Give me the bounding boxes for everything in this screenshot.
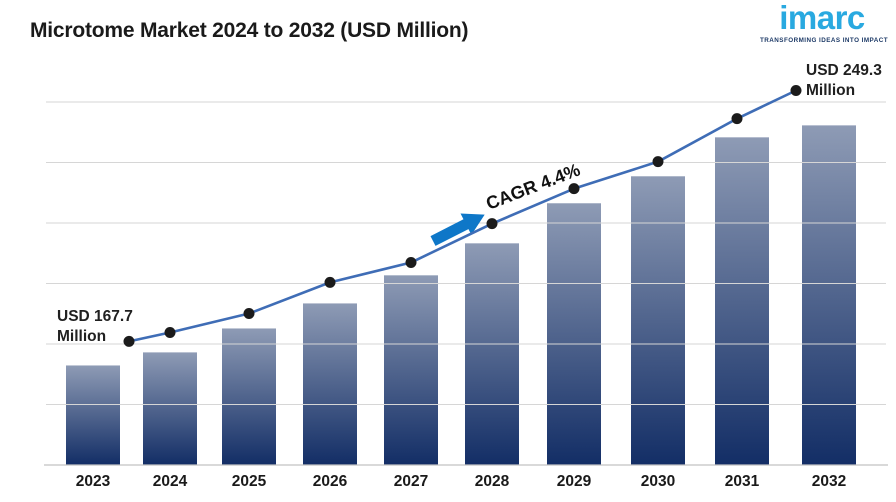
bar-2029 bbox=[547, 203, 601, 465]
x-axis-label-2025: 2025 bbox=[232, 473, 267, 490]
x-axis-label-2029: 2029 bbox=[557, 473, 592, 490]
bar-2023 bbox=[66, 365, 120, 465]
data-point-2032 bbox=[790, 84, 802, 96]
x-axis-label-2030: 2030 bbox=[641, 473, 675, 490]
bar-2025 bbox=[222, 328, 276, 465]
trend-line bbox=[128, 89, 797, 343]
data-point-2027 bbox=[405, 257, 417, 269]
imarc-wordmark-text: imarc bbox=[779, 0, 865, 36]
bar-2024 bbox=[143, 352, 197, 465]
x-axis-label-2028: 2028 bbox=[475, 473, 510, 490]
x-axis-label-2032: 2032 bbox=[812, 473, 846, 490]
bar-2027 bbox=[384, 275, 438, 465]
chart-title: Microtome Market 2024 to 2032 (USD Milli… bbox=[30, 19, 469, 42]
data-point-2028 bbox=[486, 218, 498, 230]
imarc-tagline-text: TRANSFORMING IDEAS INTO IMPACT bbox=[760, 36, 889, 44]
end-value-label: USD 249.3 Million bbox=[806, 62, 882, 100]
data-point-2029 bbox=[568, 183, 580, 195]
start-value-label: USD 167.7 Million bbox=[57, 308, 133, 346]
x-axis-label-2024: 2024 bbox=[153, 473, 188, 490]
bar-2028 bbox=[465, 243, 519, 465]
bar-2026 bbox=[303, 303, 357, 465]
x-axis-label-2023: 2023 bbox=[76, 473, 111, 490]
bar-2032 bbox=[802, 125, 856, 465]
data-point-2026 bbox=[324, 276, 336, 288]
data-point-2031 bbox=[731, 113, 743, 125]
cagr-arrow-icon bbox=[430, 213, 485, 246]
data-point-2024 bbox=[164, 327, 176, 339]
data-point-2025 bbox=[243, 308, 255, 320]
x-axis-label-2026: 2026 bbox=[313, 473, 348, 490]
x-axis-label-2031: 2031 bbox=[725, 473, 760, 490]
data-point-2030 bbox=[652, 156, 664, 168]
data-point-2023 bbox=[123, 335, 135, 347]
bar-2030 bbox=[631, 176, 685, 465]
imarc-logo: imarc TRANSFORMING IDEAS INTO IMPACT bbox=[760, 0, 889, 44]
bar-2031 bbox=[715, 137, 769, 465]
x-axis-label-2027: 2027 bbox=[394, 473, 428, 490]
